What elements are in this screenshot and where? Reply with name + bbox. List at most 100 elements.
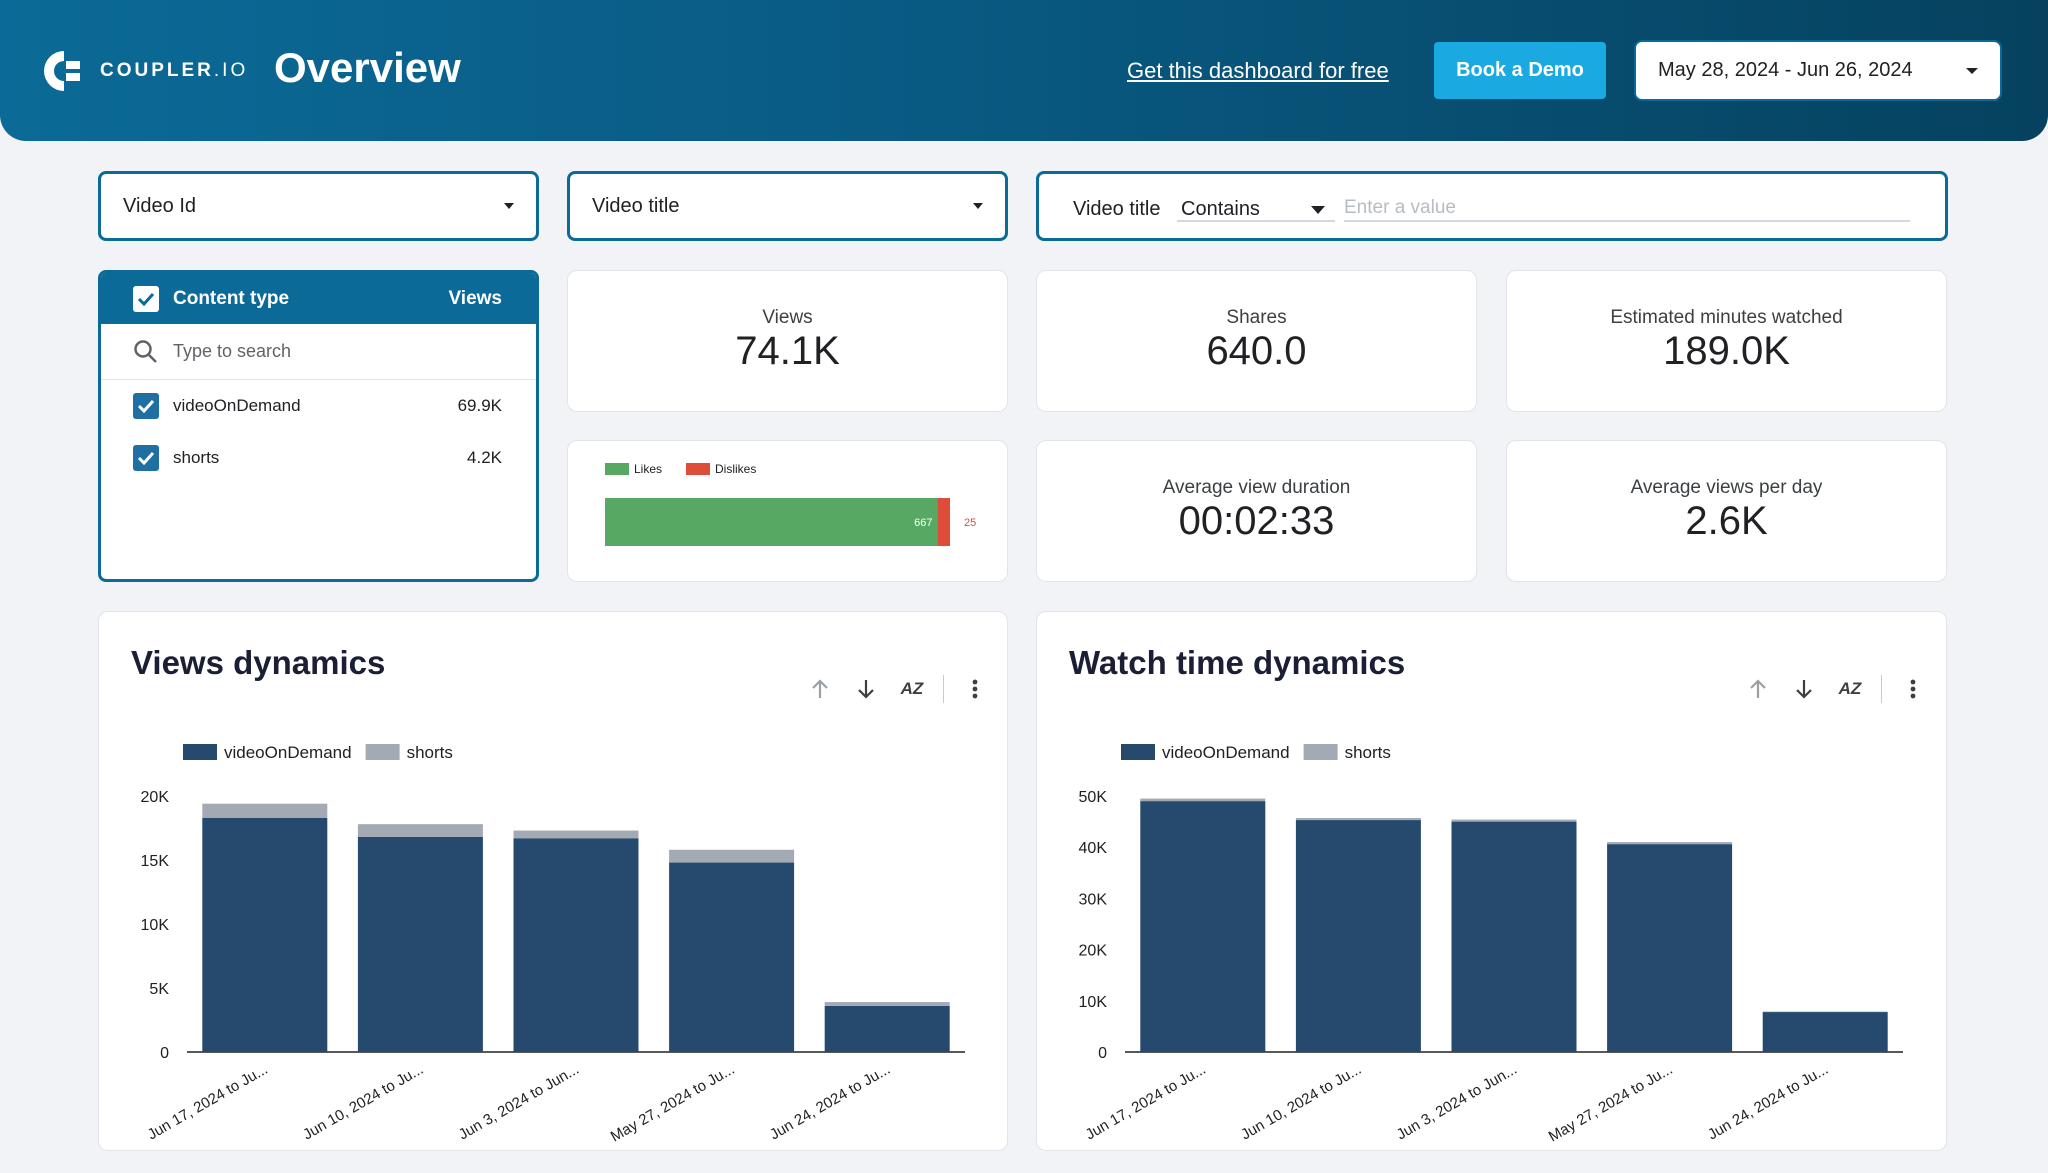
watch-time-dynamics-chart: videoOnDemand shorts 0 10K 20K 30K 40K 50K Jun 1…	[1079, 743, 1903, 1146]
filter-value-input[interactable]	[1344, 188, 1910, 222]
x-tick-label: May 27, 2024 to Ju...	[608, 1061, 738, 1146]
sort-alphabetical-icon[interactable]: AZ	[1838, 679, 1862, 698]
bar-videoOnDemand[interactable]	[1762, 1012, 1888, 1052]
check-icon	[137, 451, 155, 465]
list-item-label: shorts	[173, 448, 220, 467]
bar-shorts[interactable]	[1295, 818, 1421, 821]
legend-label: shorts	[1345, 743, 1391, 762]
more-vertical-icon	[972, 679, 978, 699]
kpi-card-minutes-watched: Estimated minutes watched 189.0K	[1506, 270, 1947, 412]
dislikes-bar	[937, 498, 950, 546]
video-title-dropdown[interactable]: Video title	[567, 171, 1008, 241]
date-range-picker[interactable]: May 28, 2024 - Jun 26, 2024	[1634, 40, 2002, 101]
bar-shorts[interactable]	[1140, 798, 1266, 802]
sort-ascending-button[interactable]	[805, 674, 835, 704]
more-options-button[interactable]	[960, 674, 990, 704]
sort-descending-button[interactable]	[1789, 674, 1819, 704]
logo-text: COUPLER.IO	[100, 60, 249, 81]
x-tick-label: Jun 24, 2024 to Ju...	[767, 1061, 893, 1144]
y-tick-label: 30K	[1079, 891, 1108, 908]
kpi-label: Estimated minutes watched	[1610, 307, 1843, 328]
chart-title: Watch time dynamics	[1069, 644, 1406, 681]
bar-shorts[interactable]	[824, 1002, 950, 1006]
sort-alphabetical-icon[interactable]: AZ	[900, 679, 924, 698]
check-icon	[137, 399, 155, 413]
y-tick-label: 15K	[141, 853, 170, 870]
bar-shorts[interactable]	[202, 803, 328, 818]
filter-operator-select[interactable]: Contains	[1177, 188, 1335, 222]
x-tick-label: Jun 3, 2024 to Jun...	[456, 1061, 582, 1144]
bar-videoOnDemand[interactable]	[1140, 801, 1266, 1052]
kpi-label: Views	[762, 307, 813, 328]
sort-descending-button[interactable]	[851, 674, 881, 704]
y-tick-label: 50K	[1079, 789, 1108, 806]
arrow-down-icon	[1796, 680, 1812, 699]
bar-videoOnDemand[interactable]	[513, 838, 639, 1052]
bar-shorts[interactable]	[513, 830, 639, 839]
kpi-label: Shares	[1226, 307, 1287, 328]
views-dynamics-chart: videoOnDemand shorts 0 5K 10K 15K 20K Jun 17, 2…	[141, 743, 965, 1146]
chart-toolbar: AZ	[789, 674, 990, 704]
book-demo-button[interactable]: Book a Demo	[1434, 42, 1606, 99]
legend-label: videoOnDemand	[1162, 743, 1290, 762]
kpi-value: 640.0	[1206, 329, 1307, 373]
video-id-dropdown[interactable]: Video Id	[98, 171, 539, 241]
list-item[interactable]: videoOnDemand 69.9K	[101, 380, 536, 432]
likes-legend-swatch	[605, 463, 629, 475]
list-item-label: videoOnDemand	[173, 396, 301, 415]
kpi-card-views: Views 74.1K	[567, 270, 1008, 412]
coupler-logo[interactable]: COUPLER.IO	[40, 47, 248, 95]
bar-shorts[interactable]	[1762, 1011, 1888, 1013]
legend-swatch	[1303, 744, 1338, 760]
arrow-up-icon	[1750, 679, 1766, 698]
caret-down-icon	[1966, 67, 1978, 74]
bar-shorts[interactable]	[669, 849, 795, 863]
likes-dislikes-card: Likes Dislikes 667 25	[567, 440, 1008, 582]
y-tick-label: 40K	[1079, 840, 1108, 857]
bar-videoOnDemand[interactable]	[357, 836, 483, 1052]
x-tick-label: Jun 3, 2024 to Jun...	[1394, 1061, 1520, 1144]
caret-down-icon	[1311, 206, 1325, 214]
more-vertical-icon	[1910, 679, 1916, 699]
x-tick-label: Jun 10, 2024 to Ju...	[300, 1061, 426, 1144]
more-options-button[interactable]	[1898, 674, 1928, 704]
kpi-card-avg-view-duration: Average view duration 00:02:33	[1036, 440, 1477, 582]
bar-videoOnDemand[interactable]	[669, 862, 795, 1052]
arrow-up-icon	[812, 679, 828, 698]
date-range-value: May 28, 2024 - Jun 26, 2024	[1658, 59, 1913, 81]
sort-ascending-button[interactable]	[1743, 674, 1773, 704]
bar-videoOnDemand[interactable]	[202, 817, 328, 1052]
y-tick-label: 0	[160, 1045, 169, 1062]
y-tick-label: 10K	[141, 917, 170, 934]
y-tick-label: 20K	[141, 789, 170, 806]
content-type-search[interactable]: Type to search	[101, 324, 536, 380]
bar-videoOnDemand[interactable]	[824, 1005, 950, 1052]
bar-videoOnDemand[interactable]	[1451, 821, 1577, 1052]
bar-shorts[interactable]	[357, 824, 483, 837]
bar-videoOnDemand[interactable]	[1607, 844, 1733, 1052]
search-icon	[134, 339, 157, 363]
content-type-header: Content type Views	[101, 273, 536, 324]
bar-shorts[interactable]	[1607, 842, 1733, 845]
kpi-label: Average views per day	[1630, 477, 1823, 498]
checkbox[interactable]	[133, 445, 159, 471]
y-tick-label: 0	[1098, 1045, 1107, 1062]
likes-dislikes-chart: Likes Dislikes 667 25	[605, 462, 976, 546]
views-header-label: Views	[448, 287, 502, 309]
list-item[interactable]: shorts 4.2K	[101, 432, 536, 484]
kpi-value: 74.1K	[735, 329, 840, 373]
video-id-label: Video Id	[123, 194, 197, 217]
bar-shorts[interactable]	[1451, 819, 1577, 822]
get-dashboard-link[interactable]: Get this dashboard for free	[1127, 58, 1389, 83]
bar-videoOnDemand[interactable]	[1295, 820, 1421, 1052]
legend-swatch	[183, 744, 217, 760]
select-all-checkbox[interactable]	[133, 285, 159, 312]
chart-toolbar: AZ	[1727, 674, 1928, 704]
kpi-value: 00:02:33	[1178, 499, 1335, 543]
video-title-filter: Video title Contains	[1036, 171, 1948, 241]
likes-bar	[605, 498, 938, 546]
checkbox[interactable]	[133, 393, 159, 419]
list-item-value: 4.2K	[467, 448, 502, 467]
x-tick-label: Jun 24, 2024 to Ju...	[1705, 1061, 1831, 1144]
x-tick-label: May 27, 2024 to Ju...	[1546, 1061, 1676, 1146]
